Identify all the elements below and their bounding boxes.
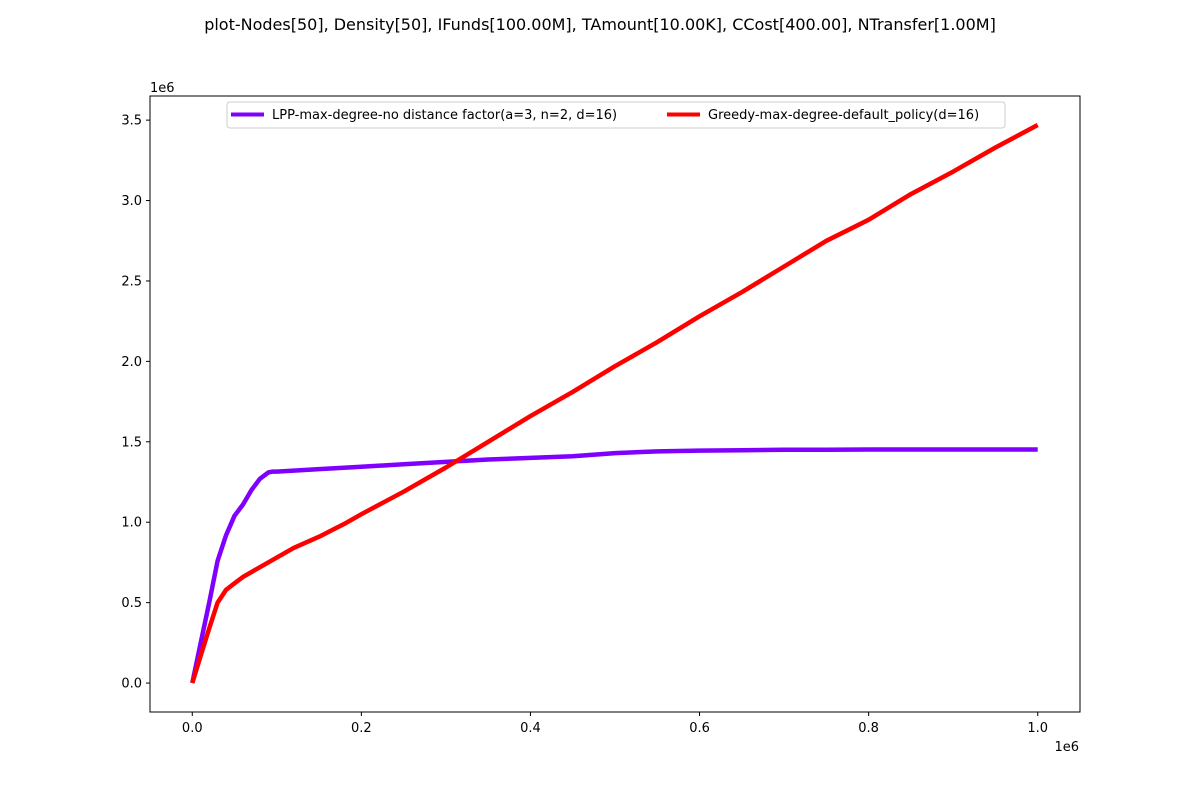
x-axis: 0.0 0.2 0.4 0.6 0.8 1.0 bbox=[182, 712, 1048, 736]
plot-area bbox=[150, 96, 1080, 712]
x-tick-label: 0.6 bbox=[689, 721, 710, 736]
y-tick-label: 3.5 bbox=[121, 114, 142, 129]
plot-frame bbox=[149, 95, 1081, 713]
y-tick-label: 1.0 bbox=[121, 516, 142, 531]
y-axis: 0.0 0.5 1.0 1.5 2.0 2.5 3.0 3.5 bbox=[121, 114, 150, 692]
y-tick-label: 2.0 bbox=[121, 355, 142, 370]
legend-label-lpp: LPP-max-degree-no distance factor(a=3, n… bbox=[272, 108, 617, 123]
series-line-lpp bbox=[190, 447, 1038, 684]
x-tick-label: 0.4 bbox=[520, 721, 541, 736]
y-tick-label: 3.0 bbox=[121, 194, 142, 209]
y-tick-label: 1.5 bbox=[121, 435, 142, 450]
series-layer bbox=[190, 123, 1039, 684]
legend: LPP-max-degree-no distance factor(a=3, n… bbox=[226, 101, 1006, 129]
series-line-greedy bbox=[190, 123, 1039, 684]
y-axis-offset-label: 1e6 bbox=[150, 81, 175, 96]
legend-box bbox=[226, 101, 1006, 129]
x-tick-label: 1.0 bbox=[1027, 721, 1048, 736]
x-axis-offset-label: 1e6 bbox=[1054, 740, 1079, 755]
y-tick-label: 0.5 bbox=[121, 596, 142, 611]
x-tick-label: 0.8 bbox=[858, 721, 879, 736]
y-tick-label: 2.5 bbox=[121, 274, 142, 289]
y-tick-label: 0.0 bbox=[121, 677, 142, 692]
legend-label-greedy: Greedy-max-degree-default_policy(d=16) bbox=[708, 108, 979, 123]
chart-title: plot-Nodes[50], Density[50], IFunds[100.… bbox=[204, 15, 996, 34]
x-tick-label: 0.0 bbox=[182, 721, 203, 736]
x-tick-label: 0.2 bbox=[351, 721, 372, 736]
